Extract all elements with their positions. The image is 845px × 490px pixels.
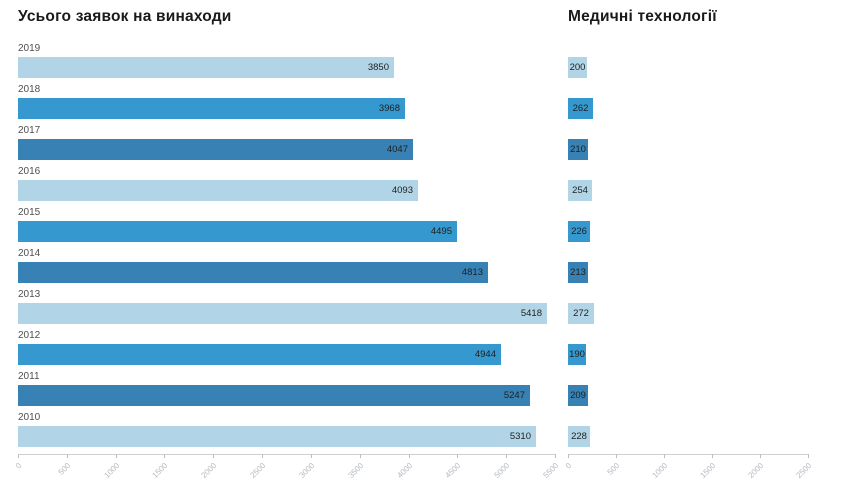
x-axis-tick-label: 4000: [394, 461, 414, 480]
x-axis-tick: [213, 454, 215, 458]
year-label: 2015: [18, 207, 41, 218]
x-axis-tick-label: 2500: [248, 461, 268, 480]
bar-total-applications: 3850: [18, 57, 394, 78]
x-axis-line: [568, 454, 809, 455]
x-axis-tick: [712, 454, 713, 458]
year-label: 2016: [18, 166, 41, 177]
x-axis-tick-label: 3500: [346, 461, 366, 480]
x-axis-tick-label: 1500: [698, 461, 718, 480]
year-label: 2012: [18, 330, 41, 341]
x-axis-tick: [457, 454, 459, 458]
year-label: 2013: [18, 289, 41, 300]
year-label: 2014: [18, 248, 41, 259]
x-axis-tick-label: 2000: [746, 461, 766, 480]
bar-medical-technologies: 226: [568, 221, 590, 242]
bar-value-label: 4047: [386, 144, 408, 155]
bar-total-applications: 4944: [18, 344, 501, 365]
bar-medical-technologies: 200: [568, 57, 587, 78]
bar-value-label: 3968: [378, 103, 400, 114]
year-label: 2018: [18, 84, 41, 95]
bar-value-label: 254: [572, 185, 588, 196]
x-axis-tick-label: 1000: [650, 461, 670, 480]
bar-medical-technologies: 228: [568, 426, 590, 447]
bar-total-applications: 5247: [18, 385, 530, 406]
x-axis-tick: [164, 454, 166, 458]
bar-total-applications: 3968: [18, 98, 405, 119]
bar-total-applications: 4093: [18, 180, 418, 201]
x-axis-tick-label: 5000: [492, 461, 512, 480]
left-chart-title: Усього заявок на винаходи: [18, 8, 232, 25]
x-axis-tick-label: 0: [13, 461, 24, 471]
bar-medical-technologies: 190: [568, 344, 586, 365]
x-axis-tick: [506, 454, 508, 458]
bar-value-label: 210: [570, 144, 586, 155]
x-axis-tick: [568, 454, 569, 458]
bar-value-label: 3850: [367, 62, 389, 73]
x-axis-tick: [616, 454, 617, 458]
x-axis-tick: [262, 454, 264, 458]
bar-value-label: 262: [572, 103, 589, 114]
bar-total-applications: 4813: [18, 262, 488, 283]
bar-value-label: 5247: [503, 390, 525, 401]
bar-value-label: 5418: [520, 308, 542, 319]
x-axis-tick: [555, 454, 556, 458]
x-axis-tick-label: 2000: [199, 461, 219, 480]
bar-total-applications: 5310: [18, 426, 536, 447]
x-axis-line: [18, 454, 556, 455]
x-axis-tick-label: 1500: [150, 461, 170, 480]
x-axis-tick-label: 4500: [443, 461, 463, 480]
bar-total-applications: 4047: [18, 139, 413, 160]
bar-value-label: 190: [569, 349, 585, 360]
bar-medical-technologies: 210: [568, 139, 588, 160]
x-axis-tick: [359, 454, 361, 458]
bar-value-label: 4944: [474, 349, 496, 360]
x-axis-tick: [310, 454, 312, 458]
bar-medical-technologies: 254: [568, 180, 592, 201]
x-axis-tick-label: 500: [56, 461, 73, 477]
bar-value-label: 4495: [430, 226, 452, 237]
bar-total-applications: 4495: [18, 221, 457, 242]
bar-medical-technologies: 262: [568, 98, 593, 119]
bar-value-label: 209: [570, 390, 586, 401]
x-axis-tick: [115, 454, 117, 458]
x-axis-tick: [18, 454, 19, 458]
year-label: 2019: [18, 43, 41, 54]
year-label: 2010: [18, 412, 41, 423]
x-axis-tick: [408, 454, 410, 458]
x-axis-tick-label: 500: [605, 461, 622, 477]
x-axis-tick: [760, 454, 761, 458]
bar-value-label: 228: [571, 431, 587, 442]
bar-total-applications: 5418: [18, 303, 547, 324]
bar-medical-technologies: 213: [568, 262, 588, 283]
year-label: 2011: [18, 371, 40, 382]
bar-value-label: 5310: [509, 431, 531, 442]
right-chart-title: Медичні технології: [568, 8, 717, 25]
bar-value-label: 4093: [391, 185, 413, 196]
bar-value-label: 213: [570, 267, 586, 278]
bar-value-label: 200: [569, 62, 586, 73]
bar-medical-technologies: 272: [568, 303, 594, 324]
x-axis-tick: [808, 454, 809, 458]
bar-value-label: 4813: [461, 267, 483, 278]
bar-medical-technologies: 209: [568, 385, 588, 406]
x-axis-tick-label: 1000: [102, 461, 121, 480]
x-axis-tick: [664, 454, 665, 458]
x-axis-tick-label: 2500: [794, 461, 814, 480]
x-axis-tick-label: 3000: [297, 461, 317, 480]
year-label: 2017: [18, 125, 41, 136]
bar-value-label: 226: [571, 226, 587, 237]
x-axis-tick: [66, 454, 68, 458]
bar-value-label: 272: [573, 308, 589, 319]
